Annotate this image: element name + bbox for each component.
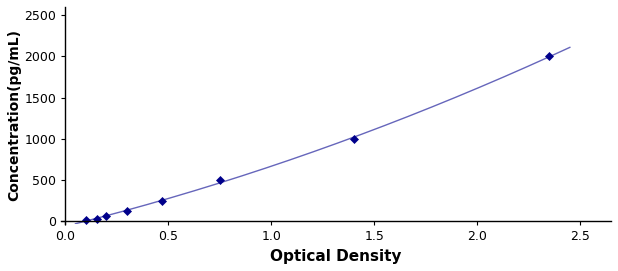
X-axis label: Optical Density: Optical Density xyxy=(270,249,402,264)
Y-axis label: Concentration(pg/mL): Concentration(pg/mL) xyxy=(7,29,22,201)
